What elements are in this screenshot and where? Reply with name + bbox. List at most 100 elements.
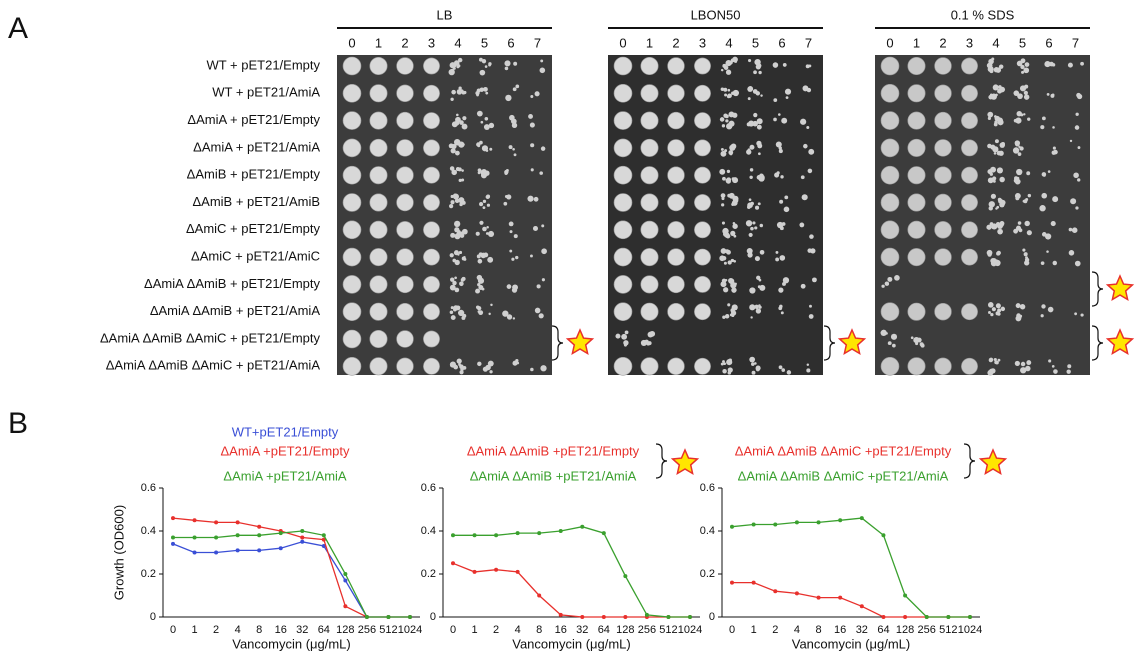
colony <box>1040 261 1045 265</box>
colony <box>754 304 759 309</box>
dilution-label: 1 <box>913 35 920 50</box>
spot <box>613 84 633 103</box>
colony <box>726 169 731 174</box>
colony <box>452 281 456 285</box>
colony <box>1069 139 1073 143</box>
colony <box>508 145 513 150</box>
colony <box>456 89 463 95</box>
colony <box>749 356 756 363</box>
colony <box>1023 113 1026 116</box>
star <box>1105 274 1135 302</box>
y-tick-label: 0 <box>150 611 156 623</box>
colony <box>750 226 754 231</box>
colony <box>746 122 751 127</box>
colony <box>476 110 483 117</box>
point <box>171 541 175 546</box>
colony <box>734 60 738 63</box>
row-label: ΔAmiA ΔAmiB + pET21/AmiA <box>150 303 320 318</box>
colony <box>532 225 539 231</box>
colony <box>476 93 479 97</box>
colony <box>1022 248 1026 252</box>
colony <box>721 203 725 207</box>
spot <box>369 138 388 157</box>
spot <box>396 330 414 348</box>
colony <box>1018 228 1023 233</box>
colony <box>988 311 991 314</box>
spot <box>613 138 633 158</box>
colony <box>728 192 735 199</box>
colony <box>994 120 998 124</box>
colony <box>1067 62 1073 68</box>
spot <box>613 56 633 76</box>
spot <box>396 357 414 375</box>
colony <box>1052 196 1059 203</box>
colony <box>461 178 465 182</box>
colony <box>453 307 457 312</box>
colony <box>755 308 762 314</box>
spot <box>423 248 440 266</box>
colony <box>749 168 754 172</box>
colony <box>461 169 464 172</box>
spot <box>640 302 659 321</box>
colony <box>752 89 758 94</box>
spot <box>423 275 440 293</box>
y-tick-label: 0.6 <box>141 482 156 494</box>
colony <box>722 369 727 374</box>
colony <box>489 370 493 374</box>
colony <box>786 370 792 375</box>
point <box>214 535 219 540</box>
colony <box>461 276 466 281</box>
spot <box>667 221 685 239</box>
colony <box>779 226 784 231</box>
y-axis-label: Growth (OD600) <box>111 505 126 600</box>
x-tick-label: 1024 <box>398 624 422 636</box>
colony <box>773 98 778 102</box>
colony <box>733 259 737 263</box>
colony <box>783 206 790 213</box>
colony <box>890 333 898 340</box>
colony <box>450 306 454 310</box>
spot <box>640 275 659 294</box>
spot <box>640 56 659 75</box>
colony <box>810 248 816 254</box>
colony <box>1051 63 1056 67</box>
spot <box>423 303 440 321</box>
plate-image <box>875 55 1090 375</box>
spot <box>934 303 952 321</box>
point <box>601 531 606 536</box>
colony <box>451 121 458 128</box>
colony <box>758 152 761 156</box>
colony <box>450 97 454 101</box>
colony <box>456 358 462 364</box>
point <box>751 580 756 585</box>
colony <box>747 205 751 209</box>
colony <box>759 284 766 291</box>
colony <box>513 153 517 157</box>
colony <box>807 168 813 174</box>
colony <box>995 311 1000 316</box>
colony <box>509 114 515 121</box>
legend-entry: ΔAmiA ΔAmiB +pET21/Empty <box>467 443 640 458</box>
spot <box>396 275 414 294</box>
colony <box>623 340 629 346</box>
colony <box>728 111 735 118</box>
colony <box>482 199 487 204</box>
spot <box>396 166 414 184</box>
colony <box>747 86 754 92</box>
point <box>859 516 864 521</box>
colony <box>1015 117 1022 124</box>
colony <box>990 193 996 199</box>
colony <box>1048 359 1052 363</box>
x-tick-label: 64 <box>598 624 610 636</box>
spot <box>907 138 926 157</box>
x-tick-label: 0 <box>450 624 456 636</box>
colony <box>727 260 732 265</box>
y-tick-label: 0.4 <box>421 525 436 537</box>
colony <box>530 254 533 258</box>
point <box>903 615 908 619</box>
spot <box>694 84 711 102</box>
colony <box>640 339 647 346</box>
colony <box>488 312 491 316</box>
colony <box>812 277 817 283</box>
colony <box>506 284 512 289</box>
